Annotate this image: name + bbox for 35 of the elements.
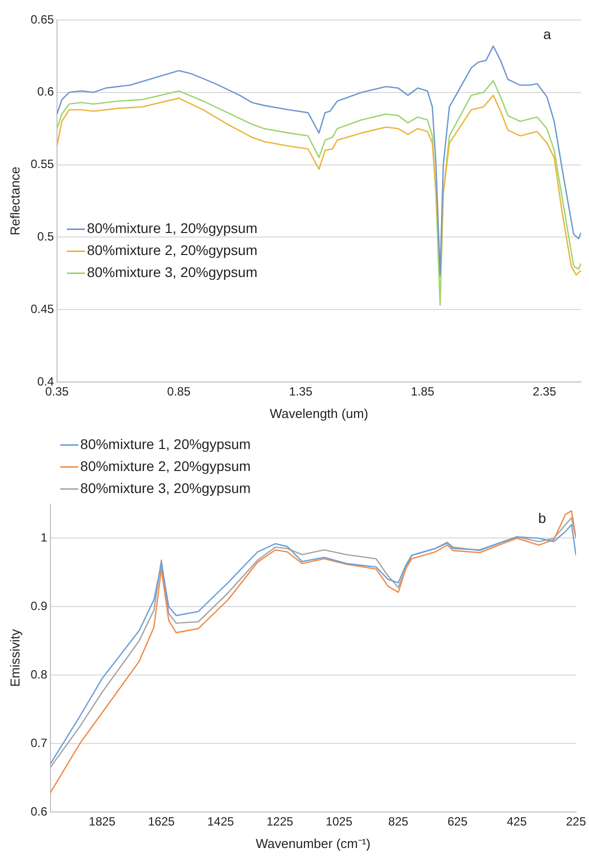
y-tick-label: 0.55 — [30, 157, 54, 172]
x-tick-label: 625 — [448, 814, 468, 829]
x-tick-label: 2.35 — [532, 384, 556, 399]
y-axis-title: Emissivity — [7, 628, 22, 687]
legend-label: 80%mixture 3, 20%gypsum — [86, 264, 258, 280]
x-tick-label: 225 — [566, 814, 586, 829]
annotation: b — [538, 510, 546, 526]
x-tick-label: 1.35 — [289, 384, 313, 399]
y-tick-label: 0.65 — [30, 12, 54, 26]
legend-label: 80%mixture 1, 20%gypsum — [80, 436, 251, 452]
x-tick-label: 0.85 — [167, 384, 191, 399]
y-tick-label: 0.6 — [30, 804, 48, 818]
x-tick-label: 1225 — [266, 814, 294, 829]
y-tick-label: 0.7 — [30, 736, 48, 750]
legend-label: 80%mixture 3, 20%gypsum — [80, 480, 251, 496]
y-axis-title: Reflectance — [7, 166, 22, 236]
x-tick-label: 1.85 — [410, 384, 435, 399]
y-tick-label: 0.6 — [37, 84, 54, 99]
x-tick-label: 825 — [388, 814, 409, 829]
annotation: a — [543, 26, 552, 42]
y-tick-label: 1 — [40, 530, 48, 545]
legend-label: 80%mixture 2, 20%gypsum — [80, 458, 251, 474]
x-tick-label: 1025 — [326, 814, 353, 829]
y-tick-label: 0.8 — [30, 667, 48, 682]
y-tick-label: 0.9 — [30, 598, 48, 613]
x-axis-title: Wavelength (um) — [270, 406, 368, 421]
y-tick-label: 0.45 — [30, 302, 54, 316]
y-tick-label: 0.5 — [37, 230, 54, 244]
x-tick-label: 425 — [506, 814, 528, 829]
x-tick-label: 1425 — [207, 814, 234, 829]
x-tick-label: 1625 — [148, 814, 176, 829]
x-tick-label: 1825 — [88, 814, 116, 829]
legend-label: 80%mixture 1, 20%gypsum — [86, 220, 258, 236]
x-axis-title: Wavenumber (cm⁻¹) — [256, 836, 371, 851]
legend-label: 80%mixture 2, 20%gypsum — [86, 242, 258, 258]
